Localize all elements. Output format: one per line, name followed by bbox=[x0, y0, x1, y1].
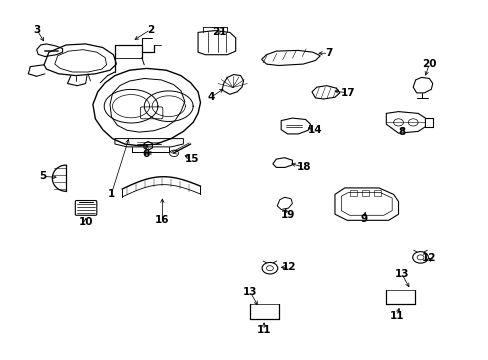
Text: 15: 15 bbox=[184, 154, 199, 164]
Text: 18: 18 bbox=[296, 162, 311, 172]
Text: 1: 1 bbox=[108, 189, 115, 199]
Bar bbox=[361, 190, 368, 196]
Text: 13: 13 bbox=[394, 269, 408, 279]
Text: 21: 21 bbox=[211, 27, 226, 37]
Text: 11: 11 bbox=[389, 311, 404, 321]
Text: 8: 8 bbox=[398, 127, 405, 138]
Text: 6: 6 bbox=[142, 149, 149, 159]
Bar bbox=[373, 190, 381, 196]
Text: 19: 19 bbox=[280, 210, 294, 220]
Text: 14: 14 bbox=[307, 125, 322, 135]
Text: 3: 3 bbox=[33, 24, 40, 35]
Text: 7: 7 bbox=[324, 48, 332, 58]
Text: 5: 5 bbox=[40, 171, 46, 181]
Text: 9: 9 bbox=[360, 214, 367, 224]
Text: 12: 12 bbox=[282, 262, 296, 272]
Text: 4: 4 bbox=[207, 92, 215, 102]
Text: 16: 16 bbox=[155, 215, 169, 225]
Text: 10: 10 bbox=[78, 217, 93, 228]
Text: 17: 17 bbox=[340, 88, 355, 98]
Text: 11: 11 bbox=[256, 325, 271, 336]
Text: 13: 13 bbox=[243, 287, 257, 297]
Text: 12: 12 bbox=[421, 253, 436, 264]
Bar bbox=[349, 190, 356, 196]
Text: 2: 2 bbox=[147, 24, 154, 35]
Text: 20: 20 bbox=[421, 59, 436, 69]
